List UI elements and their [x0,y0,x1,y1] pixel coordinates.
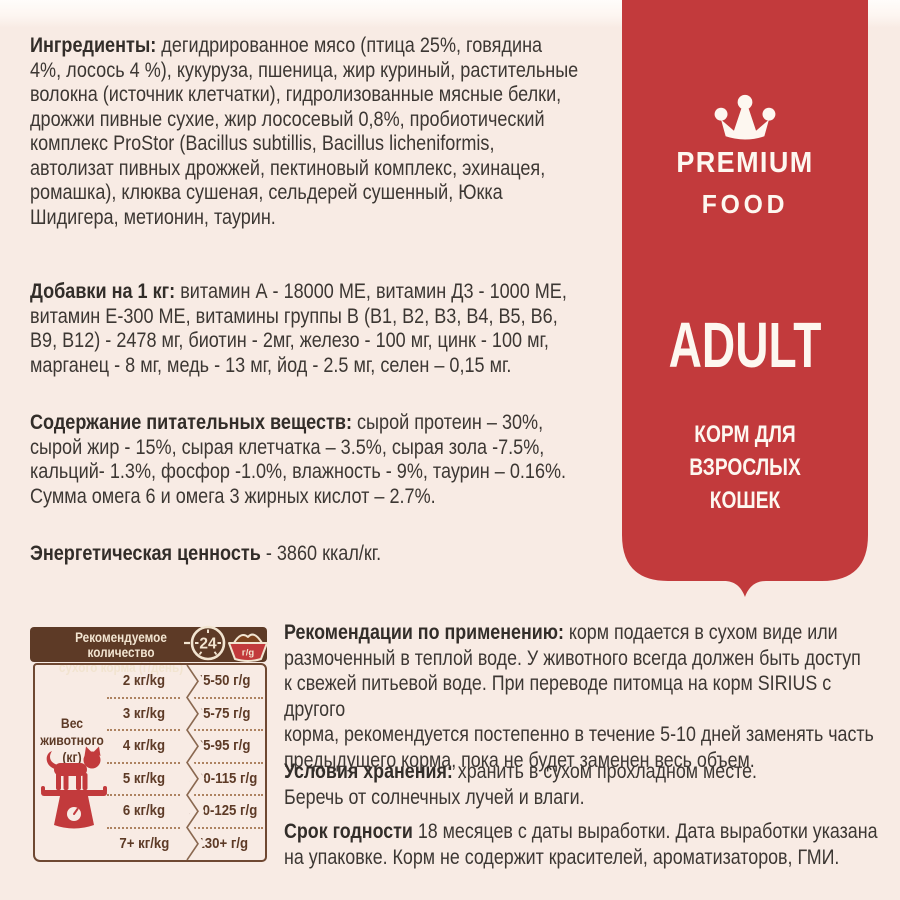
svg-text:24: 24 [199,636,217,653]
product-subtitle: КОРМ ДЛЯ ВЗРОСЛЫХ КОШЕК [689,421,801,514]
amount-cell: 45-50 г/g [195,672,251,690]
energy-title: Энергетическая ценность [30,542,266,565]
feeding-table-header: Рекомендуемое количество сухого корма (г… [30,625,268,675]
crown-icon [714,94,776,140]
amount-cell: 65-75 г/g [195,704,251,722]
weight-cell: 6 кг/kg [122,802,166,820]
product-name: ADULT [668,309,822,381]
additives-title: Добавки на 1 кг: [30,280,181,303]
brand-panel: PREMIUM FOOD ADULT КОРМ ДЛЯ ВЗРОСЛЫХ КОШ… [622,0,868,600]
energy-section: Энергетическая ценность - 3860 ккал/кг. [30,542,598,567]
recommendations-section: Рекомендации по применению: корм подаетс… [284,620,896,773]
recommendations-text: корм подается в сухом виде или размоченн… [284,621,874,772]
nutrition-title: Содержание питательных веществ: [30,411,358,434]
nutrition-section: Содержание питательных веществ: сырой пр… [30,411,598,509]
svg-text:г/g: г/g [242,648,255,659]
nutrition-text: сырой протеин – 30%, сырой жир - 15%, сы… [30,411,567,508]
brand-name-line1: PREMIUM [676,147,814,179]
zigzag-divider [181,665,205,860]
weight-cell: 5 кг/kg [122,769,166,787]
additives-section: Добавки на 1 кг: витамин А - 18000 МЕ, в… [30,280,598,378]
shelf-life-section: Срок годности 18 месяцев с даты выработк… [284,819,896,871]
feeding-table: Вес животного (кг) 2 кг/kg 45-50 г/ [33,663,267,862]
table-row: 7+ кг/kg 130+ г/g [107,828,265,861]
amount-cell: 130+ г/g [197,834,249,852]
ingredients-title: Ингредиенты: [30,34,162,57]
brand-name-line2: FOOD [701,189,789,219]
amount-cell: 100-115 г/g [188,769,258,787]
food-bowl-icon: г/g [228,633,268,662]
weight-cell: 2 кг/kg [122,672,166,690]
amount-cell: 110-125 г/g [188,802,258,820]
clock-24-icon: 24 [184,625,226,661]
weight-cell: 4 кг/kg [122,737,166,755]
energy-text: - 3860 ккал/кг. [265,542,382,565]
weight-column-label: Вес животного (кг) [40,716,104,765]
additives-text: витамин А - 18000 МЕ, витамин Д3 - 1000 … [30,280,567,377]
recommendations-title: Рекомендации по применению: [284,621,569,644]
storage-text: хранить в сухом прохладном месте. Беречь… [284,760,758,809]
storage-section: Условия хранения: хранить в сухом прохла… [284,759,896,811]
cat-on-scale-icon [41,746,107,829]
brand-panel-shape [622,0,868,597]
weight-cell: 7+ кг/kg [119,834,169,852]
amount-cell: 85-95 г/g [195,737,251,755]
feeding-header-icons: 24 г/g [184,625,268,662]
shelf-life-text: 18 месяцев с даты выработки. Дата вырабо… [284,820,878,869]
ingredients-section: Ингредиенты: дегидрированное мясо (птица… [30,34,598,230]
weight-cell: 3 кг/kg [122,704,166,722]
storage-title: Условия хранения: [284,760,458,783]
ingredients-text: дегидрированное мясо (птица 25%, говядин… [30,34,579,229]
shelf-life-title: Срок годности [284,820,418,843]
